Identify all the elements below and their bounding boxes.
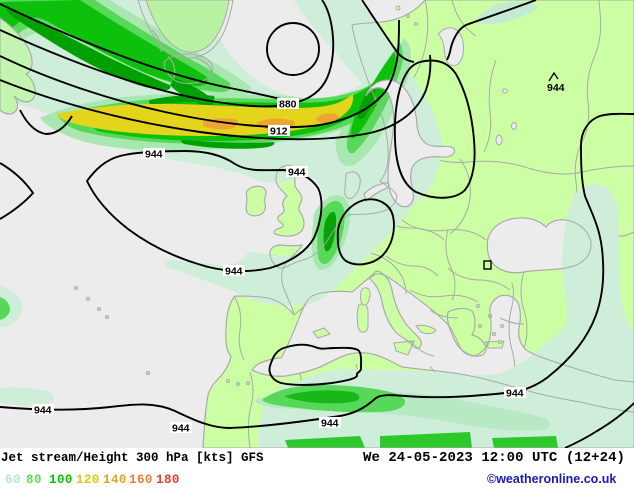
svg-text:944: 944: [225, 266, 243, 278]
svg-text:944: 944: [547, 82, 565, 94]
svg-text:944: 944: [172, 423, 190, 435]
svg-text:912: 912: [270, 126, 288, 138]
svg-text:944: 944: [145, 149, 163, 161]
svg-text:944: 944: [321, 418, 339, 430]
svg-text:944: 944: [506, 388, 524, 400]
svg-text:944: 944: [288, 167, 306, 179]
svg-text:944: 944: [34, 405, 52, 417]
svg-text:880: 880: [279, 99, 297, 111]
